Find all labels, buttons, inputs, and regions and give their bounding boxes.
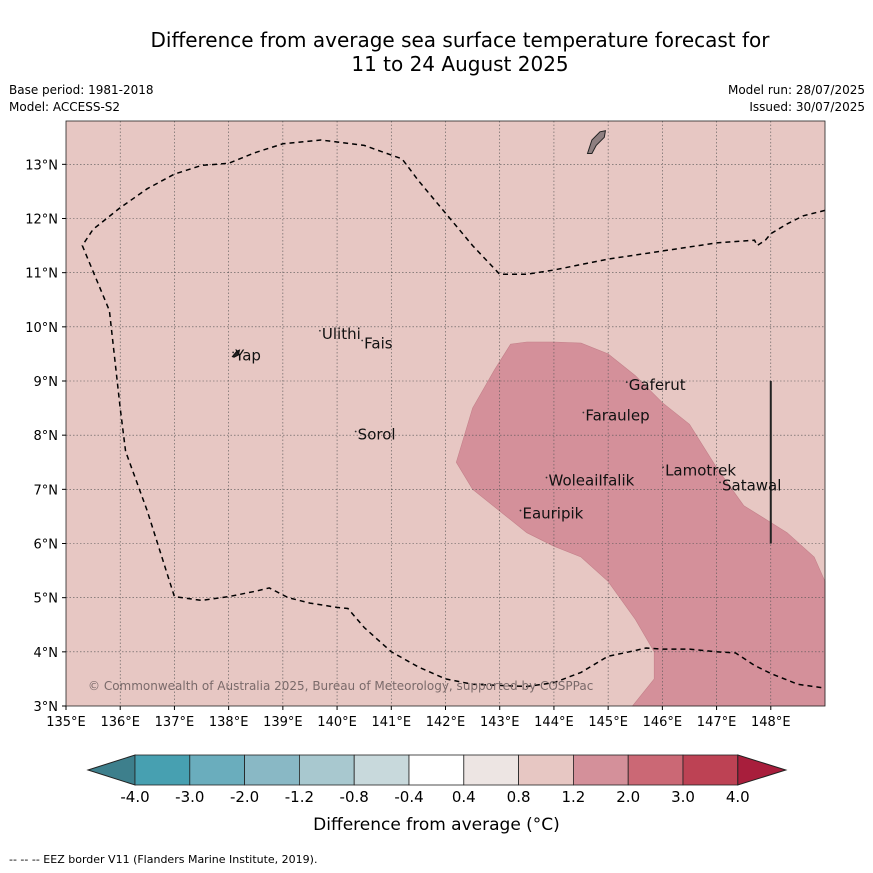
- place-label: Gaferut: [629, 376, 686, 394]
- colorbar-label: -4.0: [120, 788, 149, 806]
- lat-tick-label: 5°N: [34, 592, 59, 607]
- place-label: Eauripik: [522, 505, 583, 523]
- lat-tick-label: 8°N: [34, 429, 59, 444]
- colorbar-segment: [573, 754, 629, 786]
- guam-island: [586, 130, 607, 154]
- colorbar-extend-low: [86, 754, 136, 786]
- place-label: Faraulep: [585, 407, 649, 425]
- yap-island: [231, 349, 241, 358]
- colorbar-segment: [408, 754, 465, 786]
- place-dot: [595, 476, 598, 479]
- place-label: Woleai: [549, 472, 599, 490]
- model-run: Model run: 28/07/2025: [727, 83, 865, 97]
- lon-tick-label: 142°E: [426, 715, 466, 730]
- place-label: Sorol: [358, 426, 396, 444]
- colorbar-segment: [353, 754, 410, 786]
- colorbar-label: -2.0: [230, 788, 259, 806]
- lat-tick-label: 12°N: [25, 213, 58, 228]
- lon-tick-label: 139°E: [263, 715, 303, 730]
- colorbar-label: 2.0: [616, 788, 640, 806]
- place-label: Ulithi: [322, 325, 361, 343]
- map-title-line1: Difference from average sea surface temp…: [150, 28, 770, 52]
- lon-tick-label: 148°E: [751, 715, 791, 730]
- lat-tick-label: 11°N: [25, 267, 58, 282]
- place-label: Ifalik: [598, 472, 634, 490]
- place-label: Satawal: [722, 476, 781, 494]
- lon-tick-label: 138°E: [209, 715, 249, 730]
- place-dot: [318, 329, 321, 332]
- place-label: Lamotrek: [665, 461, 736, 479]
- issued-date: Issued: 30/07/2025: [749, 100, 865, 114]
- base-period: Base period: 1981-2018: [9, 83, 154, 97]
- colorbar-label: -3.0: [175, 788, 204, 806]
- eez-footnote: -- -- -- EEZ border V11 (Flanders Marine…: [9, 853, 318, 866]
- map-title: Difference from average sea surface temp…: [60, 28, 860, 76]
- place-dot: [361, 339, 364, 342]
- place-dot: [582, 411, 585, 414]
- lon-tick-label: 145°E: [588, 715, 628, 730]
- lat-tick-label: 10°N: [25, 321, 58, 336]
- colorbar-label: 4.0: [726, 788, 750, 806]
- colorbar-extend-high: [737, 754, 788, 786]
- lon-tick-label: 135°E: [46, 715, 86, 730]
- meta-right: Model run: 28/07/2025 Issued: 30/07/2025: [728, 82, 865, 116]
- lon-tick-label: 141°E: [372, 715, 412, 730]
- lon-tick-label: 146°E: [643, 715, 683, 730]
- colorbar-label: -1.2: [285, 788, 314, 806]
- colorbar-segment: [134, 754, 191, 786]
- place-label: Fais: [364, 335, 393, 353]
- lon-tick-label: 136°E: [100, 715, 140, 730]
- colorbar-segment: [463, 754, 519, 786]
- lon-tick-label: 143°E: [480, 715, 520, 730]
- lon-tick-label: 147°E: [697, 715, 737, 730]
- colorbar-label: 3.0: [671, 788, 695, 806]
- colorbar-segment: [244, 754, 300, 786]
- place-dot: [232, 351, 235, 354]
- lat-tick-label: 3°N: [34, 700, 59, 715]
- lon-tick-label: 140°E: [317, 715, 357, 730]
- colorbar-segment: [682, 754, 739, 786]
- lat-tick-label: 6°N: [34, 538, 59, 553]
- place-dot: [719, 481, 721, 484]
- place-label: Yap: [234, 346, 261, 364]
- colorbar-segment: [298, 754, 355, 786]
- copyright-text: © Commonwealth of Australia 2025, Bureau…: [88, 679, 593, 693]
- colorbar-label: -0.4: [394, 788, 423, 806]
- lat-tick-label: 13°N: [25, 158, 58, 173]
- place-dot: [545, 476, 548, 479]
- lat-tick-label: 4°N: [34, 646, 59, 661]
- place-dot: [662, 466, 664, 469]
- lat-tick-label: 9°N: [34, 375, 59, 390]
- colorbar-label: 0.4: [452, 788, 476, 806]
- colorbar-label: -0.8: [340, 788, 369, 806]
- lon-tick-label: 137°E: [155, 715, 195, 730]
- colorbar-label: 1.2: [561, 788, 585, 806]
- place-dot: [519, 509, 522, 512]
- colorbar-label: 0.8: [507, 788, 531, 806]
- lat-tick-label: 7°N: [34, 483, 59, 498]
- colorbar-segment: [627, 754, 684, 786]
- place-dot: [354, 430, 357, 433]
- model-name: Model: ACCESS-S2: [9, 100, 121, 114]
- place-dot: [625, 381, 628, 384]
- colorbar-segment: [518, 754, 574, 786]
- meta-left: Base period: 1981-2018 Model: ACCESS-S2: [9, 82, 154, 116]
- colorbar-segment: [189, 754, 246, 786]
- lon-tick-label: 144°E: [534, 715, 574, 730]
- map-title-line2: 11 to 24 August 2025: [351, 52, 569, 76]
- colorbar-title: Difference from average (°C): [313, 815, 560, 835]
